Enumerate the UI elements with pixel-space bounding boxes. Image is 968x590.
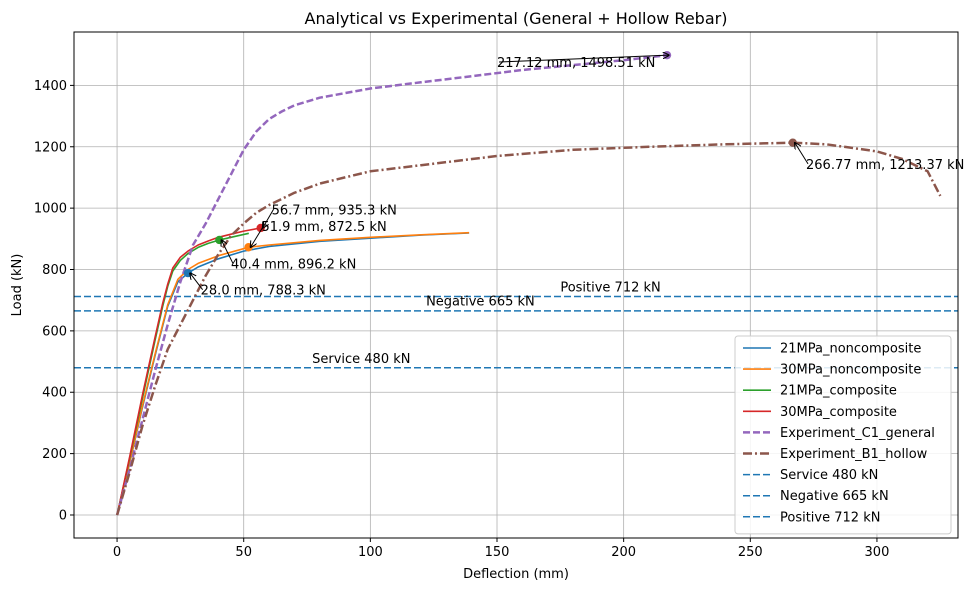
hline-label: Service 480 kN: [312, 352, 410, 367]
x-tick-label: 250: [738, 545, 763, 560]
y-tick-label: 800: [42, 263, 67, 278]
annotation-label: 56.7 mm, 935.3 kN: [272, 203, 397, 218]
y-tick-label: 200: [42, 447, 67, 462]
legend-box: [734, 335, 952, 535]
ticks: 0 50 100 150 200 250 300 0 200 400 600 800 1000 1200 1…: [34, 79, 889, 560]
x-tick-label: 300: [865, 545, 890, 560]
y-tick-label: 1400: [34, 79, 67, 94]
y-tick-label: 400: [42, 386, 67, 401]
highlight-point: [244, 243, 253, 252]
x-tick-label: 100: [358, 545, 383, 560]
x-tick-label: 0: [113, 545, 121, 560]
x-axis-label: Deflection (mm): [463, 567, 569, 582]
x-tick-label: 150: [485, 545, 510, 560]
series-30mpa-composite: [116, 227, 261, 516]
legend-label: 21MPa_noncomposite: [780, 342, 921, 357]
series-experiment-b1-hollow: [115, 141, 942, 516]
annotation-label: 266.77 mm, 1213.37 kN: [806, 158, 964, 173]
annotation-arrow: [190, 273, 204, 290]
highlight-point: [183, 268, 193, 278]
chart-title: Analytical vs Experimental (General + Ho…: [305, 9, 728, 28]
x-tick-label: 50: [235, 545, 252, 560]
hline-label: Positive 712 kN: [560, 281, 660, 296]
annotation-arrow: [795, 143, 809, 165]
legend-label: Experiment_B1_hollow: [780, 447, 928, 462]
hline-label: Negative 665 kN: [426, 295, 535, 310]
x-tick-label: 200: [611, 545, 636, 560]
annotation-label: 51.9 mm, 872.5 kN: [261, 220, 386, 235]
highlight-point: [788, 138, 797, 147]
y-tick-label: 1200: [34, 140, 67, 155]
annotation-label: 217.12 mm, 1498.51 kN: [497, 56, 655, 71]
annotation-label: 40.4 mm, 896.2 kN: [231, 258, 356, 273]
annotations: 28.0 mm, 788.3 kN 51.9 mm, 872.5 kN 40.4 m…: [190, 55, 964, 367]
legend-label: Service 480 kN: [780, 468, 878, 483]
annotation-label: 28.0 mm, 788.3 kN: [201, 284, 326, 299]
legend: 21MPa_noncomposite 30MPa_noncomposite 21MP…: [734, 335, 952, 535]
annotation-arrow: [498, 55, 669, 63]
series-experiment-c1-general: [115, 53, 668, 516]
legend-label: Experiment_C1_general: [780, 426, 935, 441]
plot-frame: [73, 31, 959, 539]
legend-label: 30MPa_composite: [780, 405, 897, 420]
legend-label: Positive 712 kN: [780, 510, 880, 525]
y-tick-label: 0: [59, 508, 67, 523]
annotation-arrow: [251, 225, 264, 247]
legend-label: 30MPa_noncomposite: [780, 363, 921, 378]
y-tick-label: 1000: [34, 202, 67, 217]
legend-label: 21MPa_composite: [780, 384, 897, 399]
y-axis-label: Load (kN): [10, 254, 25, 317]
legend-label: Negative 665 kN: [780, 489, 889, 504]
y-tick-label: 600: [42, 324, 67, 339]
annotation-arrow: [221, 240, 234, 264]
series-30mpa-noncomposite: [116, 231, 470, 516]
annotation-arrow: [263, 209, 275, 228]
